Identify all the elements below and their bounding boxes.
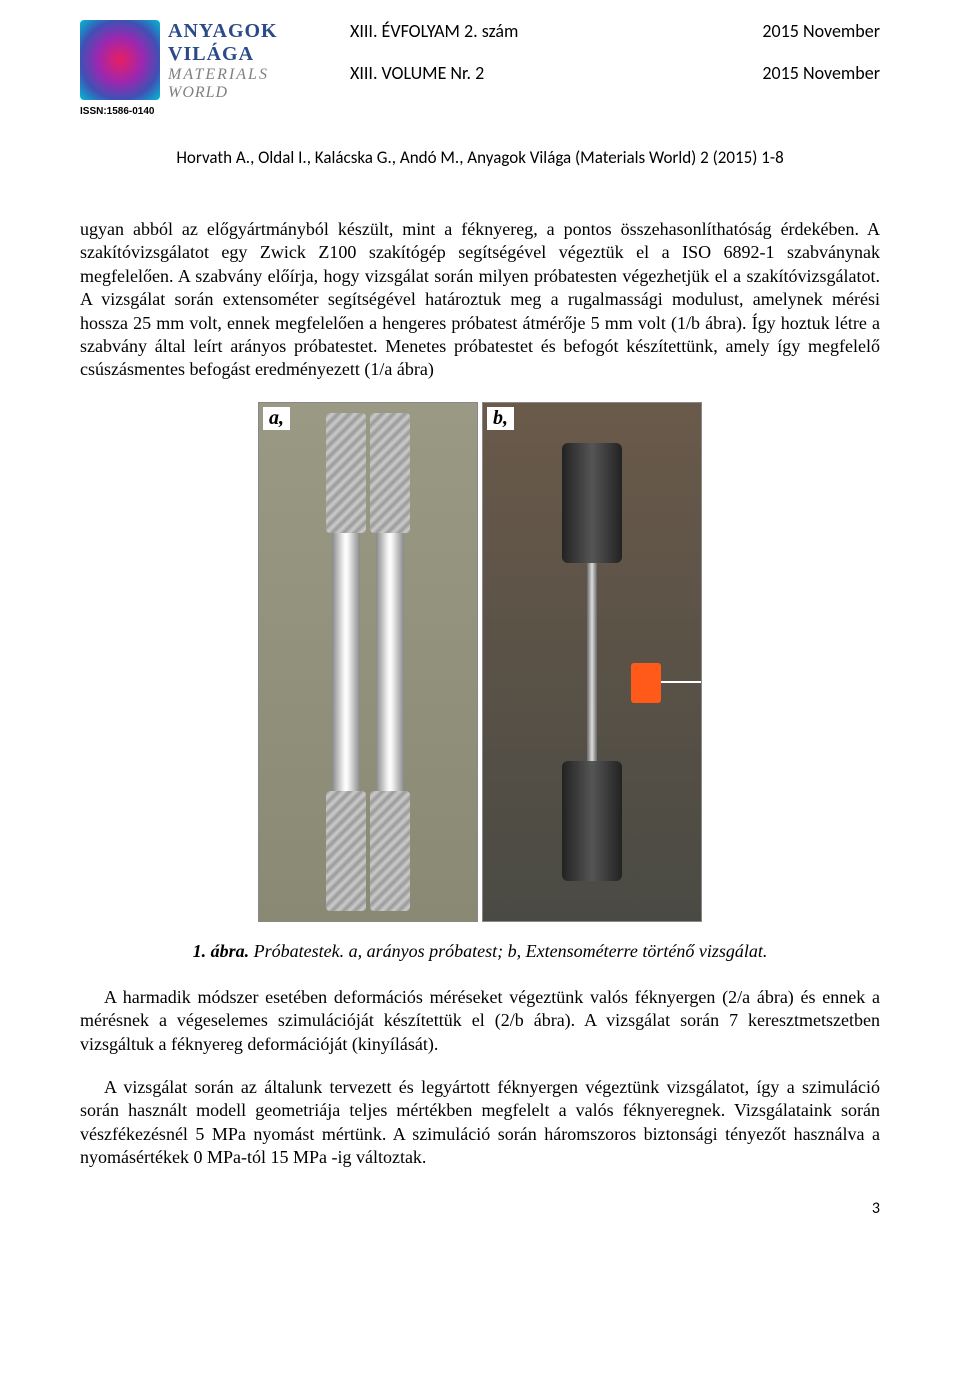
tensile-specimen-icon	[376, 413, 404, 911]
logo-block: ANYAGOK VILÁGA MATERIALS WORLD ISSN:1586…	[80, 20, 290, 117]
grip-bottom-icon	[562, 761, 622, 881]
extensometer-icon	[631, 663, 661, 703]
paragraph-3: A vizsgálat során az általunk tervezett …	[80, 1076, 880, 1170]
journal-logo-icon	[80, 20, 160, 100]
page-container: ANYAGOK VILÁGA MATERIALS WORLD ISSN:1586…	[0, 0, 960, 1258]
header-line-hu: XIII. ÉVFOLYAM 2. szám 2015 November	[350, 20, 880, 42]
panel-b-label: b,	[487, 407, 514, 430]
figure-caption-text: Próbatestek. a, arányos próbatest; b, Ex…	[249, 941, 767, 961]
mounted-specimen-icon	[587, 563, 597, 761]
figure-number: 1. ábra.	[193, 941, 250, 961]
brand-line-4: WORLD	[168, 84, 290, 102]
volume-en: XIII. VOLUME Nr. 2	[350, 62, 484, 84]
grip-top-icon	[562, 443, 622, 563]
panel-a-label: a,	[263, 407, 290, 430]
figure-row: a, b,	[258, 402, 702, 922]
figure-1: a, b, 1. ábra. Próbatestek. a, arányos p…	[80, 402, 880, 962]
paragraph-1: ugyan abból az előgyártmányból készült, …	[80, 218, 880, 382]
brand-line-3: MATERIALS	[168, 66, 290, 84]
header-line-en: XIII. VOLUME Nr. 2 2015 November	[350, 62, 880, 84]
date-hu: 2015 November	[762, 20, 880, 42]
logo-text: ANYAGOK VILÁGA MATERIALS WORLD	[168, 20, 290, 102]
brand-line-2: VILÁGA	[168, 43, 290, 66]
date-en: 2015 November	[762, 62, 880, 84]
brand-line-1: ANYAGOK	[168, 20, 290, 43]
page-number: 3	[80, 1199, 880, 1218]
tensile-specimen-icon	[332, 413, 360, 911]
figure-panel-a: a,	[258, 402, 478, 922]
volume-hu: XIII. ÉVFOLYAM 2. szám	[350, 20, 518, 42]
figure-caption: 1. ábra. Próbatestek. a, arányos próbate…	[80, 941, 880, 962]
paragraph-2: A harmadik módszer esetében deformációs …	[80, 986, 880, 1056]
page-header: ANYAGOK VILÁGA MATERIALS WORLD ISSN:1586…	[80, 20, 880, 117]
issn-label: ISSN:1586-0140	[80, 106, 290, 117]
citation-line: Horvath A., Oldal I., Kalácska G., Andó …	[80, 147, 880, 168]
figure-panel-b: b,	[482, 402, 702, 922]
header-meta: XIII. ÉVFOLYAM 2. szám 2015 November XII…	[290, 20, 880, 104]
